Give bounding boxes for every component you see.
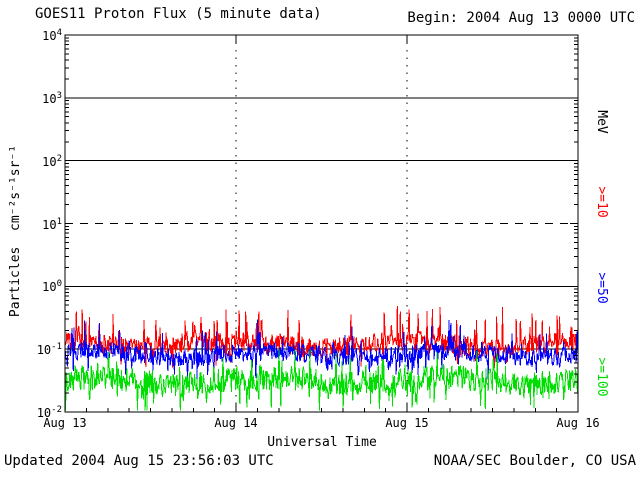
y-tick-label: 103 [42, 90, 62, 106]
x-tick-label: Aug 13 [43, 416, 87, 430]
y-tick-label: 10-2 [36, 405, 62, 420]
legend-ge50-label: >=50 [594, 272, 609, 304]
mev-units-label: MeV [594, 110, 609, 134]
noaa-credit: NOAA/SEC Boulder, CO USA [433, 453, 636, 469]
x-tick-label: Aug 14 [214, 416, 258, 430]
y-tick-label: 10-1 [36, 342, 62, 358]
x-axis-label: Universal Time [267, 435, 377, 450]
series-line-gege50 [64, 319, 579, 381]
series-line-gege100 [64, 349, 579, 411]
x-tick-label: Aug 15 [385, 416, 429, 430]
y-tick-label: 104 [42, 28, 62, 43]
y-tick-label: 101 [42, 216, 62, 232]
legend-ge100-label: >=100 [594, 357, 609, 397]
legend-ge10-label: >=10 [594, 186, 609, 218]
major-ticks [65, 35, 578, 412]
chart-title: GOES11 Proton Flux (5 minute data) [35, 6, 322, 22]
x-tick-label: Aug 16 [556, 416, 600, 430]
minor-ticks [65, 37, 578, 412]
updated-timestamp: Updated 2004 Aug 15 23:56:03 UTC [4, 453, 274, 469]
y-tick-label: 100 [42, 279, 62, 295]
begin-time-label: Begin: 2004 Aug 13 0000 UTC [407, 10, 635, 26]
y-tick-label: 102 [42, 153, 62, 169]
